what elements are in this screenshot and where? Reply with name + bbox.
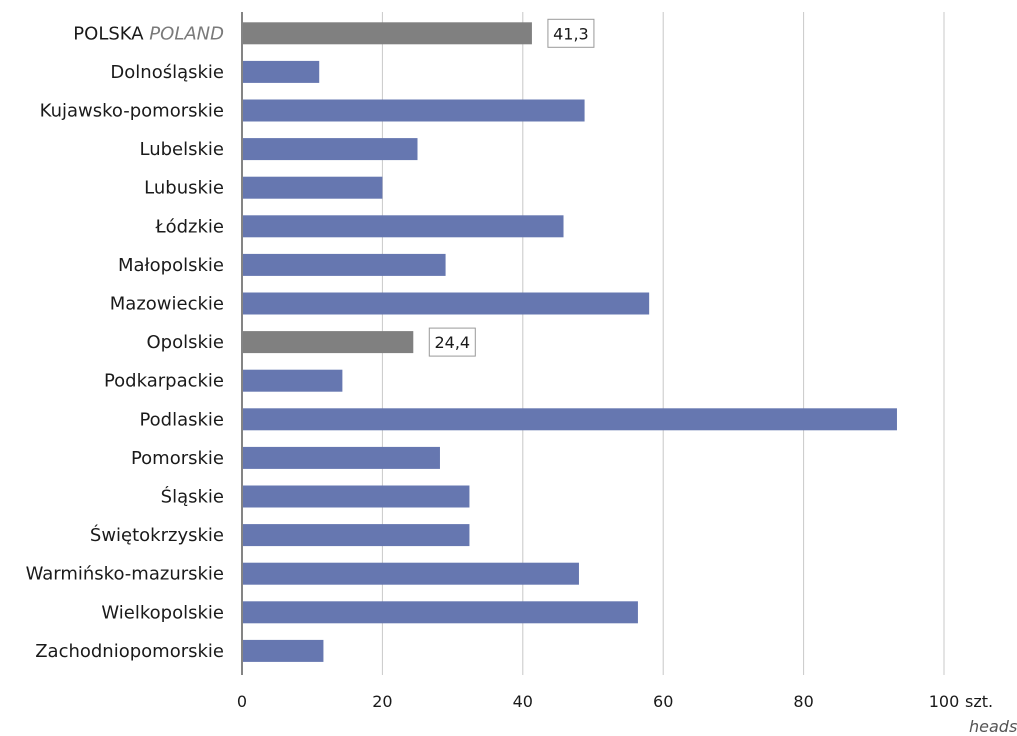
category-label: Opolskie [147,332,224,353]
bar [243,639,324,662]
bar [243,176,383,199]
category-label: Podkarpackie [104,371,224,392]
x-tick-label: 80 [793,692,813,711]
bar [243,408,897,431]
data-label-box [547,18,595,48]
category-label: Śląskie [161,486,224,508]
category-label: Mazowieckie [110,294,224,315]
bar [243,215,564,238]
category-labels: POLSKA POLAND Dolnośląskie Kujawsko-pomors… [26,23,224,662]
bar [243,562,579,585]
unit-label: szt. [965,692,993,711]
category-label: Kujawsko-pomorskie [40,101,224,122]
category-label: Pomorskie [131,448,224,469]
category-label: Lubelskie [140,139,225,160]
bar [243,524,470,547]
bar [243,369,343,392]
x-tick-label: 100 [929,692,960,711]
data-label: 41,3 [553,24,589,43]
bar [243,99,585,122]
bars [243,22,897,662]
category-label-secondary: POLAND [149,23,224,44]
x-tick-label: 20 [372,692,392,711]
x-tick-label: 60 [653,692,673,711]
unit-label-secondary: heads [969,717,1017,736]
bar [243,446,440,469]
bar [243,22,532,45]
data-label: 24,4 [434,333,470,352]
data-label-box [428,327,476,357]
bar [243,485,470,508]
category-label: Warmińsko-mazurskie [26,564,224,585]
category-label: Zachodniopomorskie [35,641,224,662]
bar [243,292,650,315]
x-tick-label: 0 [237,692,247,711]
x-tick-labels: 0 20 40 60 80 100 [237,692,959,711]
bar [243,253,446,276]
x-tick-label: 40 [513,692,533,711]
bar [243,331,414,354]
bar [243,138,418,161]
category-label: Wielkopolskie [101,602,224,623]
category-label: Świętokrzyskie [90,524,224,546]
category-label-primary: POLSKA [73,23,149,44]
bar [243,60,320,83]
category-label: Dolnośląskie [110,62,224,83]
category-label: Małopolskie [118,255,224,276]
category-label: Lubuskie [144,178,224,199]
category-label: Podlaskie [139,409,224,430]
category-label: POLSKA POLAND [73,23,224,44]
bar [243,601,638,624]
data-labels: 41,3 24,4 [428,18,595,357]
category-label: Łódzkie [154,216,224,237]
